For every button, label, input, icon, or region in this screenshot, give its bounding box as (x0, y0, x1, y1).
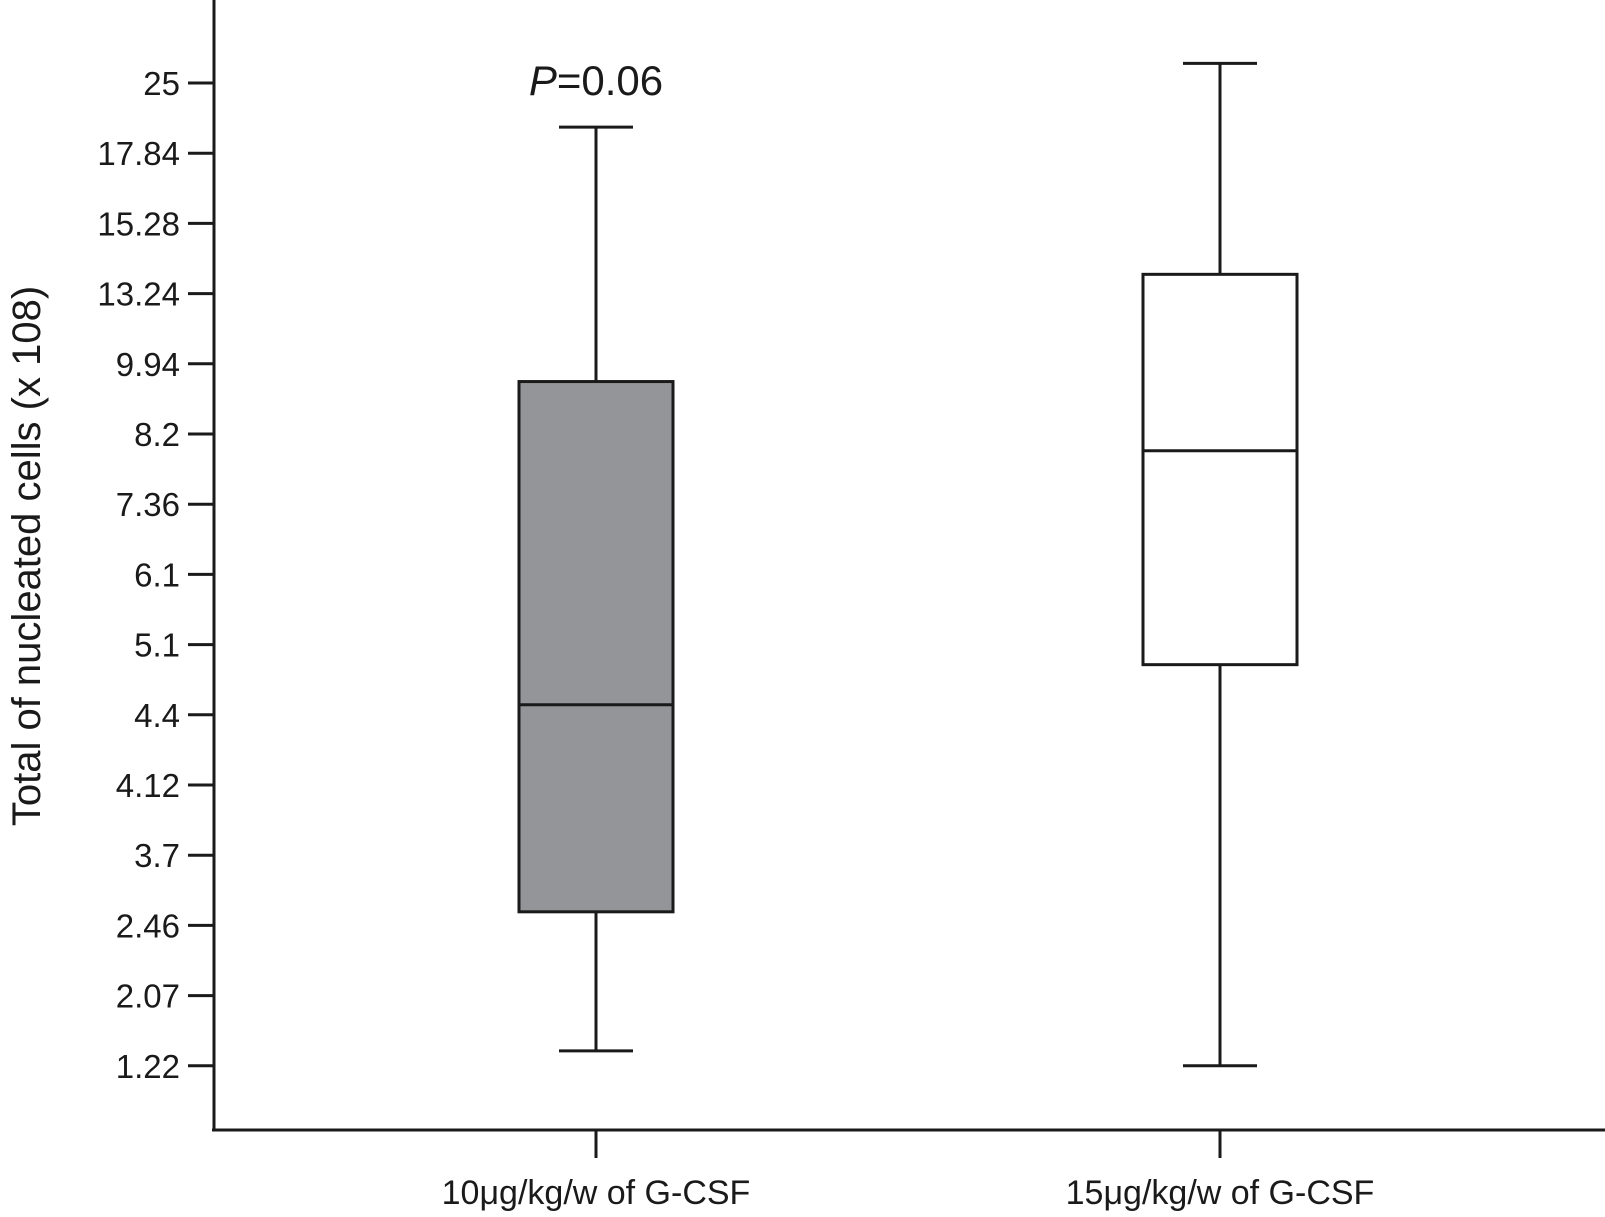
y-tick-label: 17.84 (97, 135, 180, 172)
y-ticks: 25 17.84 15.28 13.24 9.94 8.2 7.36 6.1 5.1 4.4 4.1… (97, 65, 214, 1085)
iqr-box (1141, 272, 1299, 667)
y-tick-label: 15.28 (97, 205, 180, 242)
y-tick-label: 1.22 (116, 1048, 180, 1085)
y-tick-label: 3.7 (134, 837, 180, 874)
axes (212, 0, 1605, 1132)
boxes (517, 61, 1299, 1068)
y-tick-label: 5.1 (134, 627, 180, 664)
x-ticks: 10μg/kg/w of G-CSF 15μg/kg/w of G-CSF (442, 1130, 1375, 1212)
y-tick-label: 25 (143, 65, 180, 102)
x-tick-label: 10μg/kg/w of G-CSF (442, 1174, 751, 1212)
y-tick-label: 9.94 (116, 346, 180, 383)
p-value-annotation: P=0.06 (529, 57, 663, 104)
y-tick-label: 4.4 (134, 697, 180, 734)
y-tick-label: 2.07 (116, 978, 180, 1015)
y-tick-label: 6.1 (134, 556, 180, 593)
y-tick-label: 7.36 (116, 486, 180, 523)
y-axis-title: Total of nucleated cells (x 108) (5, 286, 49, 826)
y-tick-label: 13.24 (97, 276, 180, 313)
y-tick-label: 2.46 (116, 907, 180, 944)
p-value-symbol: P (529, 57, 557, 104)
p-value-text: =0.06 (557, 57, 663, 104)
y-tick-label: 4.12 (116, 767, 180, 804)
y-tick-label: 8.2 (134, 416, 180, 453)
x-tick-label: 15μg/kg/w of G-CSF (1066, 1174, 1375, 1212)
iqr-box (517, 380, 675, 914)
